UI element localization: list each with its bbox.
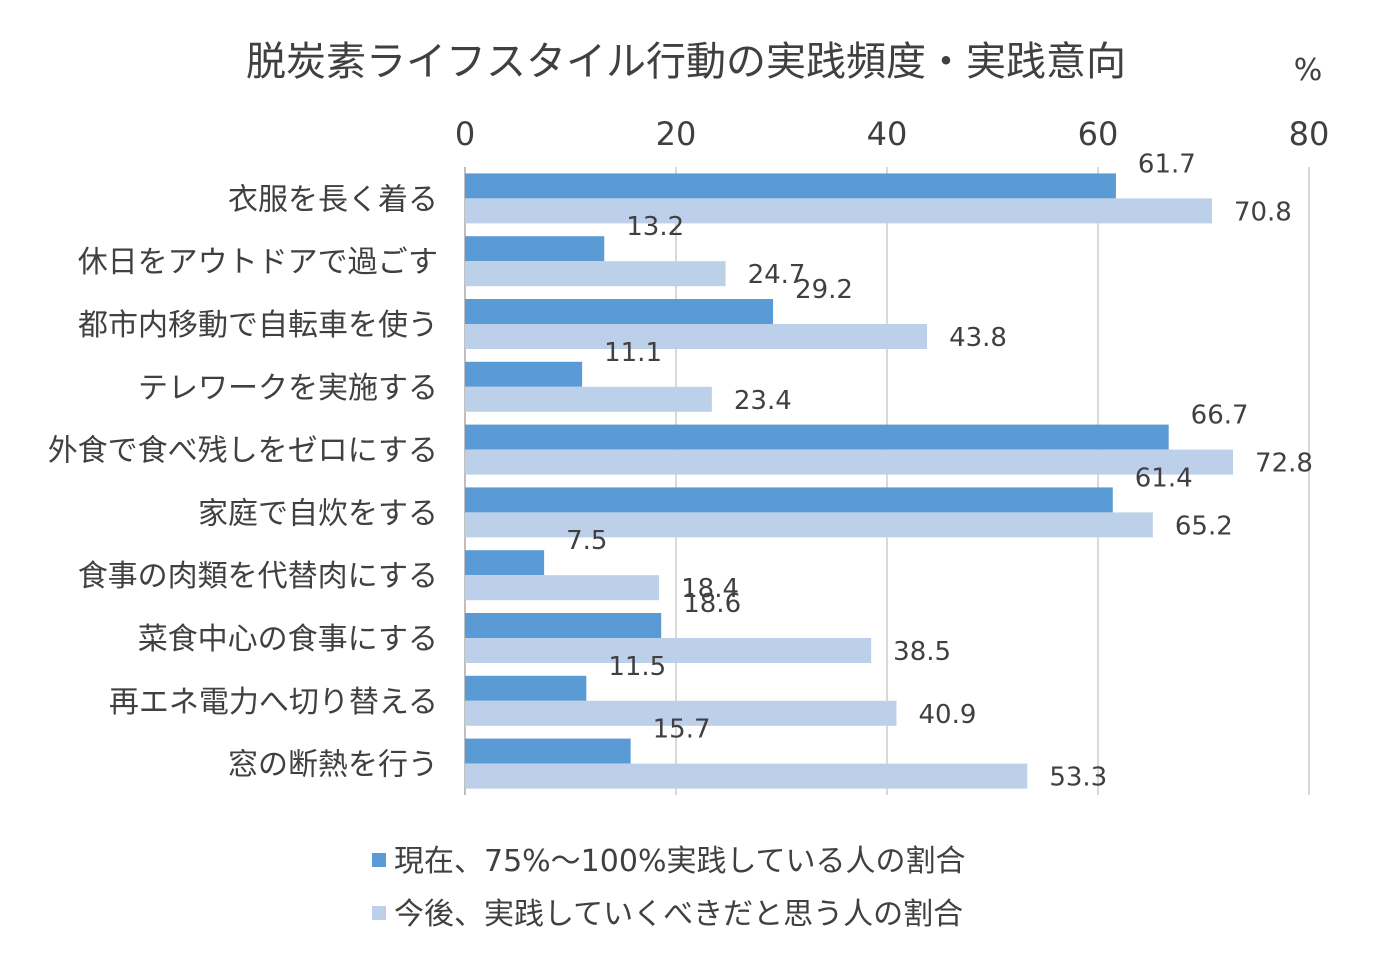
x-tick-label: 60 — [1078, 115, 1119, 153]
category-label: 衣服を長く着る — [228, 182, 438, 217]
legend-label-2: 今後、実践していくべきだと思う人の割合 — [394, 897, 963, 932]
bar-series-1 — [465, 299, 774, 324]
x-tick-label: 0 — [455, 115, 475, 153]
bar-series-1 — [465, 738, 631, 764]
category-label: テレワークを実施する — [138, 371, 438, 406]
legend-swatch-1 — [372, 853, 386, 867]
legend-label-1: 現在、75%～100%実践している人の割合 — [394, 844, 966, 879]
bars — [465, 173, 1234, 789]
x-tick-label: 20 — [656, 115, 697, 153]
data-label: 43.8 — [949, 323, 1007, 353]
x-tick-label: 40 — [867, 115, 908, 153]
bar-series-1 — [465, 424, 1169, 450]
data-label: 18.4 — [681, 574, 739, 604]
bar-series-2 — [465, 386, 712, 412]
category-label: 食事の肉類を代替肉にする — [78, 559, 438, 594]
bar-series-2 — [465, 700, 897, 726]
data-label: 70.8 — [1234, 197, 1292, 227]
chart-title: 脱炭素ライフスタイル行動の実践頻度・実践意向 — [246, 39, 1126, 85]
bar-series-1 — [465, 236, 605, 262]
data-label: 72.8 — [1255, 449, 1313, 479]
data-label: 13.2 — [626, 212, 684, 242]
bar-series-2 — [465, 575, 660, 601]
category-label: 外食で食べ残しをゼロにする — [48, 434, 438, 469]
data-label: 40.9 — [918, 700, 976, 730]
data-labels: 61.7 70.8 13.2 24.729.2 43.8 11.1 23.4 66.772.8… — [566, 149, 1313, 792]
bar-series-2 — [465, 198, 1212, 224]
data-label: 61.7 — [1138, 149, 1196, 179]
data-label: 53.3 — [1049, 763, 1107, 793]
data-label: 23.4 — [734, 386, 792, 416]
data-label: 38.5 — [893, 637, 951, 667]
category-labels: 衣服を長く着る休日をアウトドアで過ごす都市内移動で自転車を使うテレワークを実施す… — [48, 182, 438, 782]
data-label: 18.6 — [683, 589, 741, 619]
data-label: 15.7 — [653, 715, 711, 745]
data-label: 61.4 — [1135, 463, 1193, 493]
bar-series-1 — [465, 361, 583, 387]
bar-series-1 — [465, 487, 1113, 513]
category-label: 家庭で自炊をする — [198, 496, 438, 531]
data-label: 7.5 — [566, 526, 607, 556]
bar-series-2 — [465, 449, 1234, 475]
x-axis-ticks: 0 20 40 60 80 — [455, 115, 1330, 153]
category-label: 窓の断熱を行う — [228, 748, 438, 783]
bar-series-1 — [465, 613, 662, 638]
bar-series-1 — [465, 550, 545, 576]
bar-series-1 — [465, 173, 1116, 199]
bar-series-2 — [465, 512, 1153, 538]
data-label: 65.2 — [1175, 511, 1233, 541]
category-label: 都市内移動で自転車を使う — [78, 308, 438, 343]
data-label: 11.1 — [604, 338, 662, 368]
bar-series-2 — [465, 638, 872, 663]
bar-series-2 — [465, 324, 928, 349]
data-label: 66.7 — [1191, 401, 1249, 431]
legend-swatch-2 — [372, 906, 386, 920]
data-label: 24.7 — [748, 260, 806, 290]
data-label: 11.5 — [608, 652, 666, 682]
bar-series-1 — [465, 675, 587, 701]
category-label: 休日をアウトドアで過ごす — [78, 245, 438, 280]
x-tick-label: 80 — [1289, 115, 1330, 153]
category-label: 菜食中心の食事にする — [138, 622, 438, 657]
category-label: 再エネ電力へ切り替える — [109, 685, 438, 720]
bar-series-2 — [465, 763, 1028, 789]
unit-label: % — [1294, 53, 1323, 88]
data-label: 29.2 — [795, 275, 853, 305]
bar-series-2 — [465, 261, 726, 287]
